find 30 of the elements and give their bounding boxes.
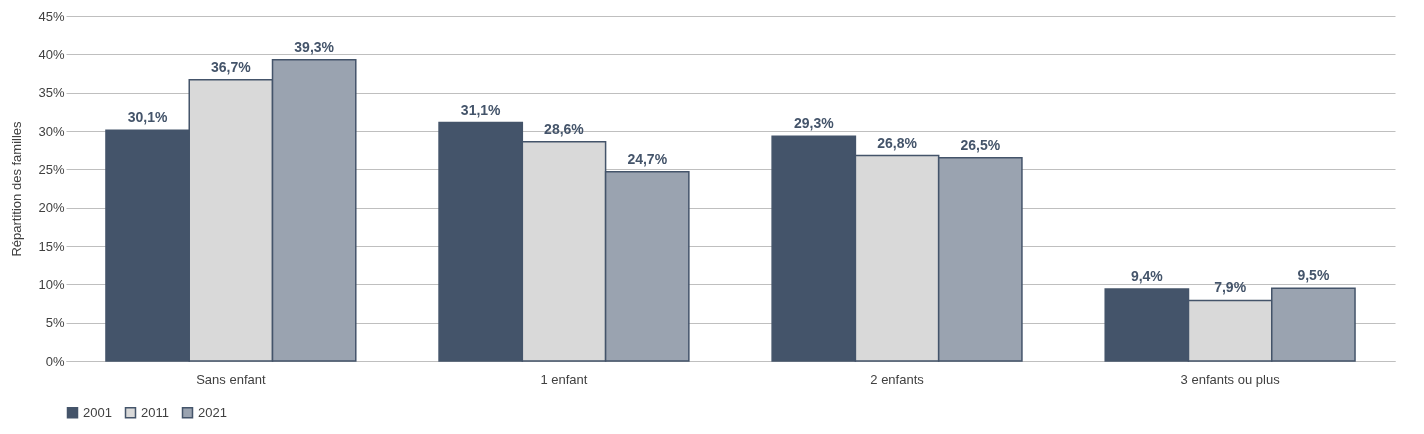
y-tick-label: 35%: [38, 85, 65, 101]
x-tick-label: 2 enfants: [870, 371, 925, 387]
x-tick-label: 1 enfant: [540, 371, 588, 387]
data-label: 39,3%: [294, 38, 335, 55]
y-tick-label: 5%: [45, 315, 65, 331]
data-label: 24,7%: [627, 150, 668, 167]
y-tick-label: 25%: [38, 161, 65, 177]
legend-label: 2021: [198, 404, 227, 420]
x-tick-label: 3 enfants ou plus: [1180, 371, 1281, 387]
data-label: 28,6%: [544, 120, 585, 137]
data-label: 9,5%: [1297, 267, 1330, 284]
y-tick-label: 0%: [45, 353, 65, 369]
y-tick-label: 45%: [38, 8, 65, 24]
data-label: 26,8%: [877, 134, 918, 151]
y-tick-label: 15%: [38, 238, 65, 254]
data-label: 36,7%: [211, 58, 252, 75]
data-label: 7,9%: [1214, 279, 1247, 296]
data-label: 26,5%: [960, 136, 1001, 153]
data-label: 30,1%: [127, 109, 168, 126]
x-tick-label: Sans enfant: [196, 371, 266, 387]
data-label: 29,3%: [793, 115, 835, 132]
y-tick-label: 40%: [38, 46, 65, 62]
y-tick-label: 10%: [38, 276, 65, 292]
data-label: 9,4%: [1130, 267, 1164, 284]
data-label: 31,1%: [460, 101, 502, 118]
y-tick-label: 30%: [38, 123, 65, 139]
legend-label: 2011: [141, 404, 169, 420]
y-tick-label: 20%: [38, 200, 65, 216]
legend-label: 2001: [83, 404, 112, 420]
y-axis-title: Répartition des familles: [9, 120, 25, 257]
